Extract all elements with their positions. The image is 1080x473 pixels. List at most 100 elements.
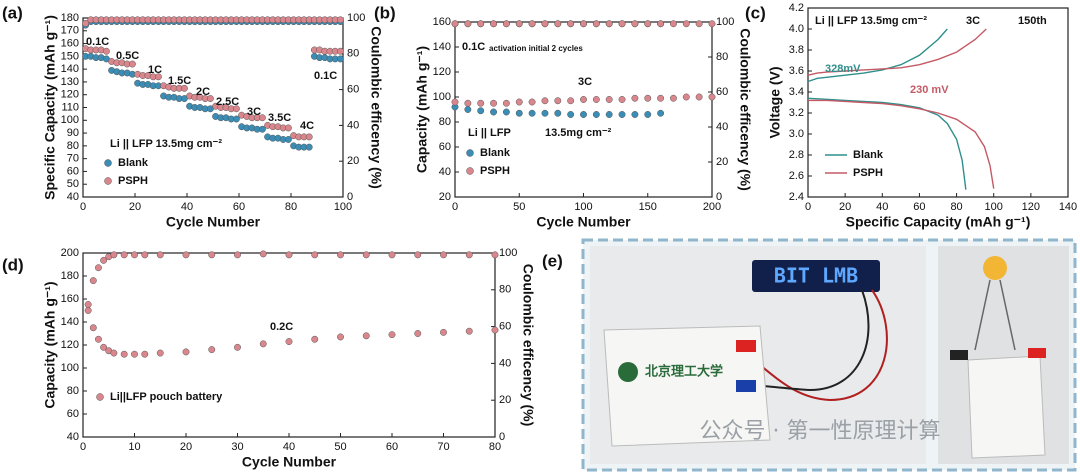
y-axis-label: Capacity (mAh g⁻¹): [414, 46, 430, 173]
annotation: 230 mV: [910, 84, 949, 96]
y-tick-label: 160: [61, 293, 79, 305]
annotation: 3C: [578, 76, 592, 88]
point: [89, 324, 97, 332]
legend-label: PSPH: [118, 175, 148, 187]
point: [95, 335, 102, 343]
point: [515, 20, 523, 28]
point: [284, 124, 292, 132]
point: [258, 125, 266, 133]
point: [414, 330, 422, 337]
point: [362, 332, 370, 340]
point: [414, 251, 422, 259]
x-tick-label: 20: [129, 201, 141, 213]
point: [337, 333, 344, 341]
point: [110, 251, 118, 259]
x-tick-label: 80: [285, 201, 297, 213]
point: [605, 96, 613, 103]
point: [528, 20, 536, 28]
point: [477, 20, 485, 28]
y2-tick-label: 60: [499, 321, 511, 333]
y-tick-label: 2.6: [789, 170, 804, 182]
point: [182, 348, 190, 356]
point: [631, 20, 639, 28]
point: [451, 20, 459, 28]
point: [528, 109, 536, 117]
point: [464, 106, 472, 113]
y-tick-label: 150: [61, 50, 79, 62]
x-tick-label: 60: [386, 441, 398, 453]
point: [528, 98, 536, 106]
legend-label: PSPH: [853, 167, 883, 179]
chart: 0 20 40 60 80 100 120 140 2.4 2.6 2.8 3.0 3.2 3.4 3.6 3…: [745, 2, 1077, 230]
point: [644, 94, 652, 102]
x-axis-label: Cycle Number: [166, 214, 261, 230]
legend-label: Blank: [853, 149, 884, 161]
point: [100, 343, 108, 351]
x-tick-label: 10: [128, 441, 140, 453]
y-tick-label: 170: [61, 25, 79, 37]
point: [541, 109, 549, 117]
x-tick-label: 80: [489, 441, 501, 453]
x-tick-label: 80: [950, 201, 962, 213]
point: [708, 93, 716, 101]
point: [465, 327, 473, 335]
led-bulb: [983, 256, 1007, 280]
y-tick-label: 130: [61, 76, 79, 88]
x-tick-label: 40: [876, 201, 888, 213]
point: [605, 111, 613, 118]
annotation: activation initial 2 cycles: [489, 44, 583, 53]
watermark: 公众号 · 第一性原理计算: [700, 419, 941, 444]
y2-tick-label: 0: [716, 191, 722, 203]
point: [477, 107, 485, 115]
point: [580, 96, 587, 103]
point: [362, 251, 370, 259]
chart: 0 50 100 150 2002040608010012014016002040608…: [374, 3, 753, 229]
point: [605, 20, 613, 28]
point: [502, 20, 510, 28]
point: [180, 84, 188, 92]
x-tick-label: 0: [805, 201, 811, 213]
y-axis-label: Specific Capacity (mAh g⁻¹): [42, 15, 58, 200]
y2-tick-label: 40: [716, 121, 728, 133]
point: [234, 251, 241, 259]
y2-axis-label: Coulombic efficency (%): [368, 26, 384, 189]
battery-label: 北京理工大学: [645, 364, 723, 380]
line: [808, 99, 995, 189]
y-tick-label: 60: [439, 141, 451, 153]
panel-label: (d): [2, 255, 24, 274]
point: [131, 251, 138, 259]
y-tick-label: 110: [61, 101, 79, 113]
annotation: 0.1C: [314, 70, 337, 82]
point: [84, 301, 92, 308]
y-tick-label: 60: [67, 165, 79, 177]
annotation: 0.2C: [270, 321, 293, 333]
annotation: 3.5C: [268, 112, 291, 124]
clip: [950, 350, 968, 360]
clip: [736, 340, 756, 352]
point: [657, 109, 665, 117]
point: [670, 20, 677, 28]
y2-tick-label: 0: [499, 431, 505, 443]
point: [305, 143, 313, 151]
point: [515, 109, 523, 117]
legend-label: PSPH: [480, 165, 510, 177]
point: [232, 115, 240, 123]
point: [388, 251, 396, 259]
y-tick-label: 100: [61, 114, 79, 126]
point: [592, 111, 600, 118]
point: [141, 251, 149, 259]
y-tick-label: 40: [67, 191, 79, 203]
y2-tick-label: 20: [347, 155, 359, 167]
point: [131, 350, 138, 358]
point: [259, 250, 267, 258]
point: [336, 55, 344, 63]
point: [592, 96, 600, 103]
y-tick-label: 20: [439, 191, 451, 203]
x-tick-label: 40: [181, 201, 193, 213]
point: [490, 99, 497, 107]
point: [464, 20, 472, 28]
point: [491, 326, 499, 334]
pouch-battery: [603, 325, 771, 447]
point: [618, 96, 626, 103]
point: [84, 307, 92, 314]
